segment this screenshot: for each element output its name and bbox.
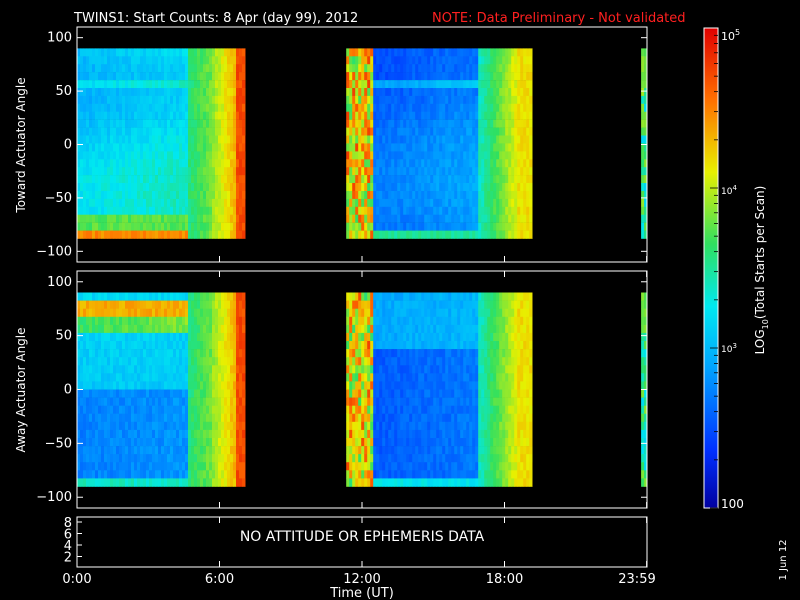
colorbar: 105 104 103 100 LOG10(Total Starts per S… <box>703 27 770 511</box>
y-tick-label: 100 <box>47 31 72 46</box>
top-y-label: Toward Actuator Angle <box>14 77 28 213</box>
y-tick-label: 50 <box>55 329 72 344</box>
middle-panel: 100 50 0 −50 −100 Away Actuator Angle <box>14 270 648 509</box>
y-tick-label: −100 <box>36 490 72 505</box>
y-tick-label: 0 <box>64 138 72 153</box>
colorbar-ticks <box>710 34 718 509</box>
x-axis-label: Time (UT) <box>329 586 394 600</box>
colorbar-gradient <box>704 28 718 508</box>
y-tick-label: −100 <box>36 244 72 259</box>
preliminary-note: NOTE: Data Preliminary - Not validated <box>432 11 686 26</box>
x-tick-label: 12:00 <box>343 572 380 587</box>
colorbar-title: LOG10(Total Starts per Scan) <box>753 186 770 355</box>
no-data-message: NO ATTITUDE OR EPHEMERIS DATA <box>240 529 485 545</box>
bottom-y-tick-label: 4 <box>64 539 72 554</box>
colorbar-1e3-label: 103 <box>721 342 737 355</box>
x-axis-ticks: 0:00 6:00 12:00 18:00 23:59 <box>62 256 656 587</box>
middle-y-label: Away Actuator Angle <box>14 327 28 452</box>
bottom-y-tick-label: 2 <box>64 551 72 566</box>
colorbar-top-label: 105 <box>721 28 740 43</box>
x-tick-label: 23:59 <box>618 572 655 587</box>
colorbar-bottom-label: 100 <box>721 497 744 511</box>
middle-y-ticks: 100 50 0 −50 −100 <box>36 275 647 505</box>
y-tick-label: 100 <box>47 275 72 290</box>
colorbar-1e4-label: 104 <box>721 184 737 197</box>
y-tick-label: 50 <box>55 84 72 99</box>
x-tick-label: 6:00 <box>205 572 234 587</box>
bottom-y-tick-label: 8 <box>64 516 72 531</box>
y-tick-label: −50 <box>45 191 72 206</box>
y-tick-label: 0 <box>64 383 72 398</box>
y-tick-label: −50 <box>45 436 72 451</box>
x-tick-label: 0:00 <box>62 572 91 587</box>
middle-heatmap <box>77 292 647 487</box>
x-tick-label: 18:00 <box>486 572 523 587</box>
top-y-ticks: 100 50 0 −50 −100 <box>36 31 647 259</box>
bottom-y-tick-label: 6 <box>64 528 72 543</box>
date-stamp: 1 Jun 12 <box>778 539 789 580</box>
top-heatmap <box>77 48 647 239</box>
chart-title: TWINS1: Start Counts: 8 Apr (day 99), 20… <box>73 11 358 26</box>
top-panel: 100 50 0 −50 −100 Toward Actuator Angle <box>14 26 648 263</box>
